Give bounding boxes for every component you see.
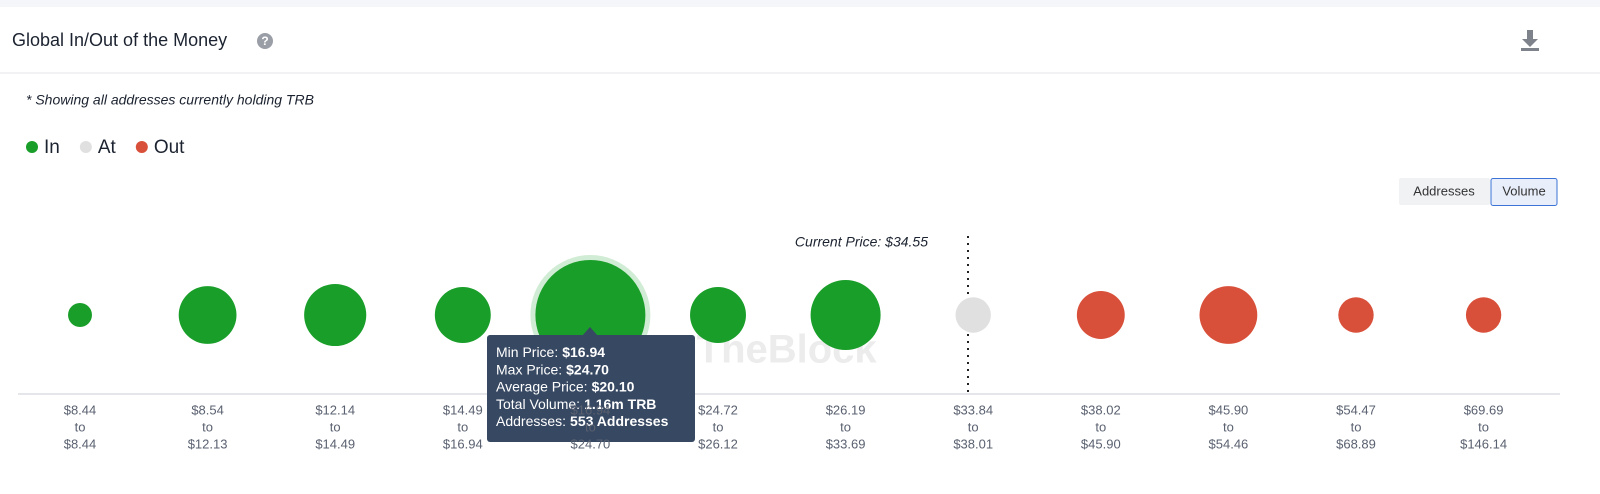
bubble[interactable] [68, 303, 92, 327]
x-tick-label: $24.70 [571, 436, 611, 451]
x-tick-label: to [840, 419, 851, 434]
x-tick-label: to [1478, 419, 1489, 434]
x-tick-label: to [713, 419, 724, 434]
x-tick-label: $12.13 [188, 436, 228, 451]
bubble[interactable] [955, 297, 991, 333]
tooltip-row: Addresses: 553 Addresses [496, 413, 669, 429]
bubble[interactable] [1199, 286, 1258, 344]
legend-dot [79, 141, 92, 153]
top-strip [0, 0, 1600, 7]
x-tick-label: to [330, 419, 341, 434]
x-tick-label: $26.12 [698, 436, 738, 451]
svg-text:?: ? [261, 34, 268, 48]
tooltip-label: Average Price: [496, 378, 588, 394]
x-tick-label: $33.84 [953, 402, 993, 417]
bubble[interactable] [1076, 291, 1125, 339]
x-tick-label: $26.19 [826, 402, 866, 417]
x-tick-label: to [1223, 419, 1234, 434]
button[interactable] [1399, 178, 1490, 205]
x-tick-label: $16.94 [571, 402, 611, 417]
bubble[interactable] [1338, 297, 1374, 333]
x-tick-label: $14.49 [315, 436, 355, 451]
x-tick-label: $12.14 [315, 402, 355, 417]
bubble[interactable] [304, 283, 367, 347]
bubble[interactable] [1465, 297, 1502, 333]
tooltip-value: $24.70 [566, 361, 609, 377]
x-tick-label: $45.90 [1209, 402, 1249, 417]
x-tick-label: to [1095, 419, 1106, 434]
tooltip-value: 1.16m TRB [584, 396, 656, 412]
subtitle: * Showing all addresses currently holdin… [26, 92, 314, 108]
x-tick-label: $33.69 [826, 436, 866, 451]
tooltip-row: Total Volume: 1.16m TRB [496, 396, 656, 412]
x-tick-label: to [457, 419, 468, 434]
toggle-group: Addresses Volume [1399, 178, 1558, 206]
tooltip-row: Max Price: $24.70 [496, 361, 609, 377]
button-label: Volume [1502, 183, 1545, 198]
x-tick-label: to [202, 419, 213, 434]
x-tick-label: $45.90 [1081, 436, 1121, 451]
button-label: Addresses [1413, 183, 1475, 198]
tooltip-label: Addresses: [496, 413, 566, 429]
help-icon[interactable]: ? [257, 33, 273, 49]
x-tick-label: to [585, 419, 596, 434]
x-tick-label: $14.49 [443, 402, 483, 417]
x-tick-label: $8.44 [64, 402, 97, 417]
button-active[interactable] [1490, 178, 1558, 206]
current-price-label: Current Price: $34.55 [795, 234, 928, 250]
x-tick-label: $24.72 [698, 402, 738, 417]
x-tick-label: $68.89 [1336, 436, 1376, 451]
tooltip-value: $20.10 [592, 378, 635, 394]
legend-dot [135, 141, 148, 153]
tooltip-value: $16.94 [562, 344, 605, 360]
tooltip-label: Max Price: [496, 361, 562, 377]
legend-label: At [98, 137, 117, 158]
tooltip-row: Min Price: $16.94 [496, 344, 605, 360]
chart-title: Global In/Out of the Money [12, 30, 227, 50]
bubble[interactable] [434, 287, 491, 343]
legend-label: Out [154, 137, 185, 158]
x-tick-label: $38.02 [1081, 402, 1121, 417]
legend-dot [26, 141, 38, 153]
x-tick-label: $69.69 [1464, 402, 1504, 417]
x-tick-label: $38.01 [953, 436, 993, 451]
bubble[interactable] [690, 287, 746, 343]
tooltip-label: Total Volume: [496, 396, 580, 412]
download-icon[interactable] [1521, 30, 1539, 51]
x-tick-label: $16.94 [443, 436, 483, 451]
x-tick-label: $8.54 [191, 402, 224, 417]
x-tick-label: $146.14 [1460, 436, 1507, 451]
x-tick-label: to [1351, 419, 1362, 434]
tooltip-label: Min Price: [496, 344, 558, 360]
x-tick-label: to [968, 419, 979, 434]
tooltip-value: 553 Addresses [570, 413, 669, 429]
bubble[interactable] [810, 279, 881, 351]
x-tick-label: $8.44 [64, 436, 97, 451]
legend-label: In [44, 137, 60, 158]
x-tick-label: $54.46 [1209, 436, 1249, 451]
tooltip-row: Average Price: $20.10 [496, 378, 635, 394]
x-tick-label: $54.47 [1336, 402, 1376, 417]
bubble[interactable] [178, 286, 237, 344]
x-tick-label: to [75, 419, 86, 434]
